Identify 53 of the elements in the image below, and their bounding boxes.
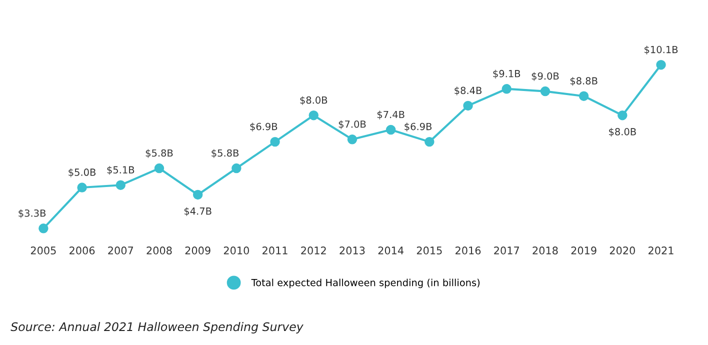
data-label: $5.0B [68, 168, 96, 178]
point [77, 182, 87, 192]
point [270, 136, 280, 147]
data-label: $9.0B [532, 72, 559, 81]
data-label: $7.4B [377, 110, 404, 120]
data-label: $8.8B [570, 76, 598, 86]
x-tick-label: 2021 [648, 246, 674, 254]
x-tick-label: 2018 [532, 246, 558, 254]
x-tick-label: 2012 [301, 246, 326, 254]
point [308, 110, 318, 120]
data-label: $5.8B [146, 149, 173, 158]
x-tick-label: 2014 [378, 246, 404, 254]
data-label: $8.4B [454, 86, 482, 96]
data-label: $6.9B [404, 122, 432, 132]
point [578, 91, 589, 101]
point [232, 163, 242, 174]
x-tick-label: 2015 [416, 246, 442, 254]
point [463, 100, 473, 111]
data-label: $7.0B [338, 120, 366, 130]
data-label: $4.7B [184, 207, 212, 216]
x-tick-label: 2011 [262, 246, 288, 254]
data-label: $5.1B [107, 166, 134, 175]
x-tick-label: 2020 [610, 246, 635, 254]
point [424, 136, 434, 147]
data-label: $6.9B [250, 122, 278, 132]
x-tick-label: 2016 [456, 246, 481, 254]
point [192, 190, 203, 200]
x-tick-label: 2013 [340, 246, 365, 254]
point [154, 163, 164, 174]
point [618, 110, 628, 120]
data-label: $10.1B [644, 46, 678, 55]
x-tick-label: 2017 [494, 246, 519, 254]
data-label: $9.1B [493, 70, 520, 79]
x-tick-label: 2010 [224, 246, 249, 254]
point [540, 86, 550, 96]
data-label: $5.8B [212, 149, 239, 158]
point [656, 60, 666, 70]
point [347, 134, 358, 144]
point [502, 84, 512, 94]
data-label: $3.3B [18, 209, 46, 218]
data-label: $8.0B [609, 128, 636, 137]
x-tick-label: 2005 [30, 246, 56, 254]
legend-label: Total expected Halloween spending (in billions) [251, 278, 480, 288]
source-note: Source: Annual 2021 Halloween Spending Survey [10, 322, 304, 334]
data-label: $8.0B [300, 96, 328, 106]
x-tick-label: 2019 [571, 246, 596, 254]
point [38, 224, 48, 234]
x-tick-label: 2006 [70, 246, 95, 254]
x-tick-label: 2007 [108, 246, 133, 254]
x-tick-label: 2009 [185, 246, 210, 254]
point [386, 124, 396, 135]
x-tick-label: 2008 [146, 246, 172, 254]
point [116, 180, 126, 190]
